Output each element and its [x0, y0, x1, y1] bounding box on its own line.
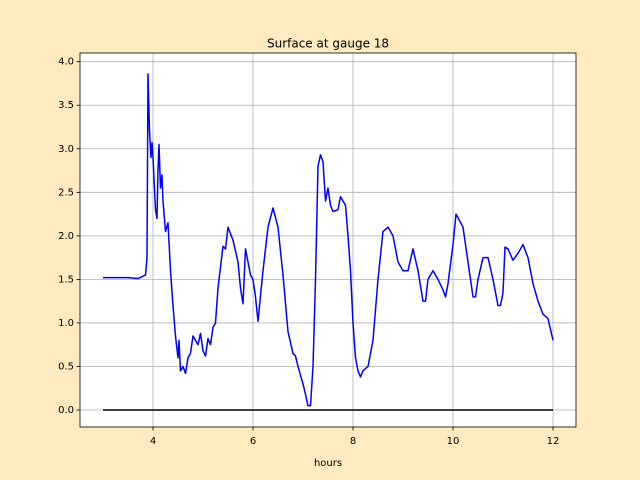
y-tick-label: 2.5 [58, 187, 74, 198]
y-tick-label: 4.0 [58, 57, 74, 68]
y-tick-label: 3.5 [58, 100, 74, 111]
y-tick-label: 1.0 [58, 318, 74, 329]
y-tick-label: 1.5 [58, 274, 74, 285]
plot-area [80, 53, 576, 427]
x-tick-label: 4 [150, 436, 156, 447]
x-tick-label: 6 [250, 436, 256, 447]
x-tick-label: 10 [447, 436, 460, 447]
y-tick-label: 3.0 [58, 144, 74, 155]
y-tick-label: 0.0 [58, 405, 74, 416]
x-tick-label: 12 [547, 436, 560, 447]
axes-frame [79, 52, 577, 428]
data-line [103, 73, 554, 407]
x-axis-label: hours [314, 458, 342, 469]
y-tick-label: 2.0 [58, 231, 74, 242]
y-tick-label: 0.5 [58, 361, 74, 372]
chart-title: Surface at gauge 18 [267, 37, 389, 51]
x-tick-label: 8 [350, 436, 356, 447]
